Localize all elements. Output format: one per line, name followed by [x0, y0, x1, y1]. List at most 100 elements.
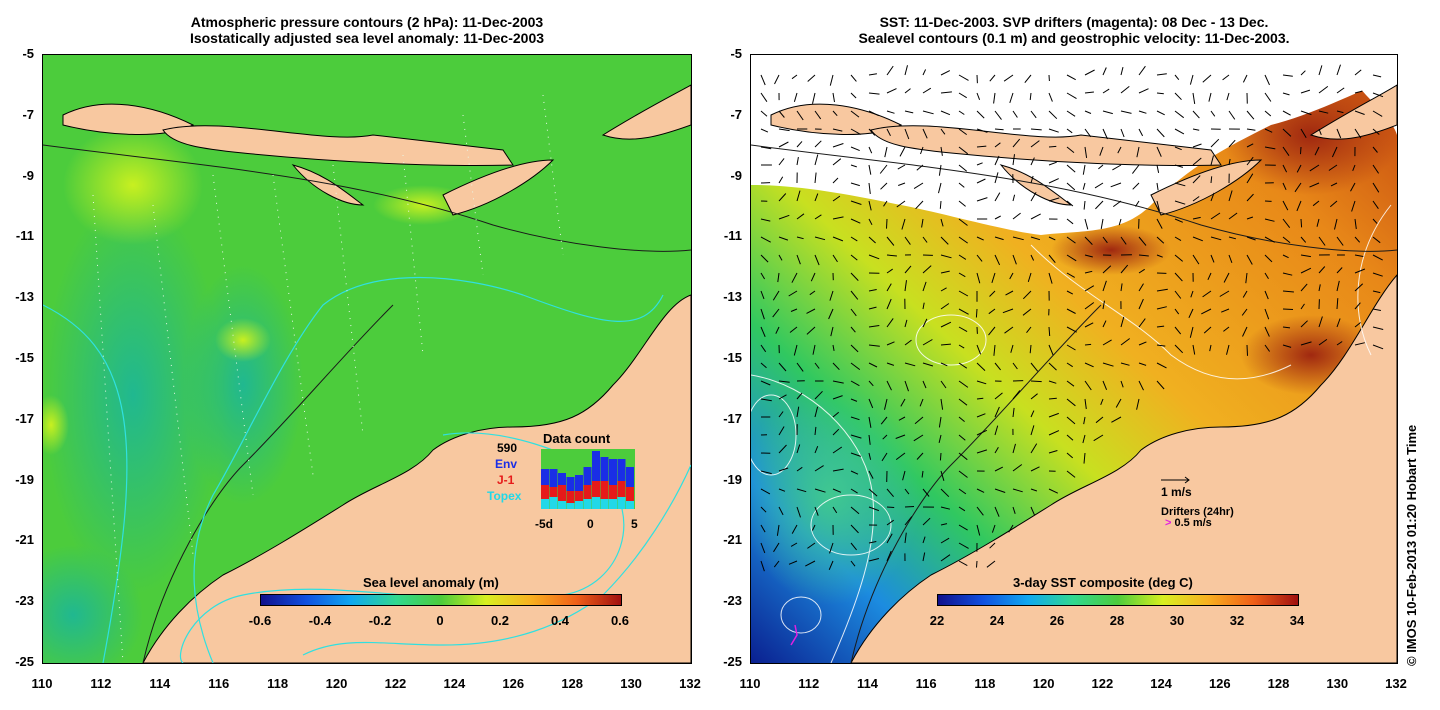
- right-yaxis-tick: -15: [723, 350, 742, 365]
- velocity-arrow: [1372, 272, 1383, 277]
- velocity-arrow: [1118, 218, 1122, 226]
- velocity-arrow: [1318, 65, 1323, 76]
- velocity-arrow: [940, 343, 951, 346]
- velocity-arrow: [1030, 380, 1042, 383]
- velocity-arrow: [814, 172, 817, 184]
- velocity-arrow: [904, 532, 907, 544]
- velocity-arrow: [886, 362, 895, 366]
- velocity-arrow: [1192, 236, 1203, 242]
- velocity-arrow: [994, 466, 1004, 472]
- velocity-arrow: [958, 92, 967, 99]
- slc-contour-west: [43, 304, 128, 663]
- velocity-arrow: [796, 406, 800, 418]
- velocity-arrow: [1174, 308, 1180, 315]
- velocity-arrow: [850, 110, 860, 118]
- velocity-arrow: [1095, 200, 1104, 210]
- geostrophic-velocity-arrows: [760, 64, 1384, 572]
- velocity-arrow: [1336, 298, 1339, 310]
- velocity-arrow: [868, 200, 872, 211]
- velocity-arrow: [1008, 524, 1014, 533]
- velocity-arrow: [958, 416, 965, 422]
- velocity-arrow: [1112, 164, 1122, 171]
- left-map-sea-level[interactable]: Data count 590 Env J-1 Topex -5d 0 5 Sea…: [42, 54, 692, 664]
- velocity-arrow: [1048, 380, 1057, 384]
- island-bali-lombok: [62, 103, 195, 135]
- velocity-arrow: [904, 362, 916, 367]
- velocity-arrow: [1048, 344, 1054, 356]
- velocity-arrow: [1264, 92, 1272, 102]
- velocity-arrow: [940, 554, 951, 562]
- velocity-arrow: [796, 236, 804, 240]
- velocity-arrow: [1138, 65, 1146, 76]
- velocity-arrow: [807, 74, 816, 82]
- velocity-arrow: [919, 398, 924, 407]
- velocity-arrow: [976, 197, 988, 202]
- velocity-arrow: [1300, 128, 1307, 138]
- velocity-arrow: [1228, 190, 1233, 202]
- data-count-bar-segment: [549, 497, 558, 509]
- velocity-arrow: [1372, 110, 1383, 117]
- velocity-arrow: [1203, 326, 1212, 334]
- right-colorbar: [937, 594, 1299, 606]
- velocity-arrow: [760, 344, 767, 353]
- velocity-arrow: [805, 560, 816, 567]
- velocity-arrow: [1156, 306, 1167, 310]
- velocity-arrow: [832, 236, 844, 242]
- velocity-arrow: [832, 254, 838, 263]
- left-xaxis-tick: 126: [502, 676, 525, 691]
- velocity-arrow: [921, 218, 924, 228]
- velocity-arrow: [1084, 128, 1092, 138]
- velocity-arrow: [1066, 182, 1076, 191]
- velocity-arrow: [778, 254, 783, 261]
- velocity-arrow: [895, 434, 906, 439]
- velocity-arrow: [791, 74, 798, 80]
- right-title: SST: 11-Dec-2003. SVP drifters (magenta)…: [750, 14, 1398, 46]
- velocity-arrow: [1296, 164, 1302, 173]
- velocity-arrow: [832, 158, 842, 166]
- velocity-arrow: [1189, 326, 1194, 338]
- velocity-arrow: [1156, 288, 1168, 292]
- right-map-sst[interactable]: 1 m/s Drifters (24hr) > 0.5 m/s 3-day SS…: [750, 54, 1398, 664]
- velocity-arrow: [774, 74, 780, 85]
- velocity-arrow: [1372, 164, 1380, 174]
- velocity-arrow: [829, 74, 834, 86]
- velocity-arrow: [1120, 362, 1130, 366]
- drifters-scale-value: 0.5 m/s: [1174, 517, 1212, 529]
- velocity-arrow: [1066, 110, 1076, 117]
- data-count-tick-0: 0: [587, 517, 594, 531]
- velocity-arrow: [1120, 283, 1123, 292]
- velocity-arrow: [796, 110, 804, 121]
- velocity-arrow: [991, 272, 996, 284]
- velocity-arrow: [832, 143, 844, 148]
- right-xaxis-tick: 110: [739, 676, 761, 691]
- velocity-arrow: [901, 218, 906, 230]
- velocity-arrow: [828, 308, 834, 320]
- velocity-arrow: [1210, 212, 1221, 220]
- velocity-arrow: [760, 488, 771, 495]
- velocity-arrow: [1336, 280, 1340, 292]
- velocity-arrow: [1242, 74, 1248, 83]
- velocity-arrow: [760, 542, 766, 554]
- velocity-arrow: [886, 488, 894, 498]
- velocity-arrow: [1082, 434, 1086, 444]
- data-count-bar-segment: [583, 467, 592, 485]
- velocity-arrow: [1372, 218, 1378, 224]
- velocity-arrow: [1156, 146, 1162, 157]
- velocity-arrow: [886, 268, 893, 274]
- velocity-arrow: [1084, 254, 1093, 258]
- velocity-arrow: [1100, 398, 1104, 405]
- velocity-arrow: [1030, 175, 1034, 184]
- velocity-arrow: [1030, 140, 1040, 148]
- velocity-arrow: [994, 172, 999, 184]
- left-yaxis-tick: -11: [15, 228, 34, 244]
- velocity-arrow: [958, 218, 968, 226]
- velocity-arrow: [976, 145, 987, 148]
- left-title: Atmospheric pressure contours (2 hPa): 1…: [42, 14, 692, 46]
- data-count-bar-segment: [617, 459, 626, 481]
- velocity-arrow: [1296, 200, 1302, 212]
- low-anomaly-west: [43, 195, 223, 595]
- velocity-arrow: [1264, 110, 1272, 117]
- velocity-arrow: [1048, 326, 1051, 337]
- velocity-arrow: [1066, 308, 1076, 314]
- velocity-arrow: [1136, 398, 1140, 410]
